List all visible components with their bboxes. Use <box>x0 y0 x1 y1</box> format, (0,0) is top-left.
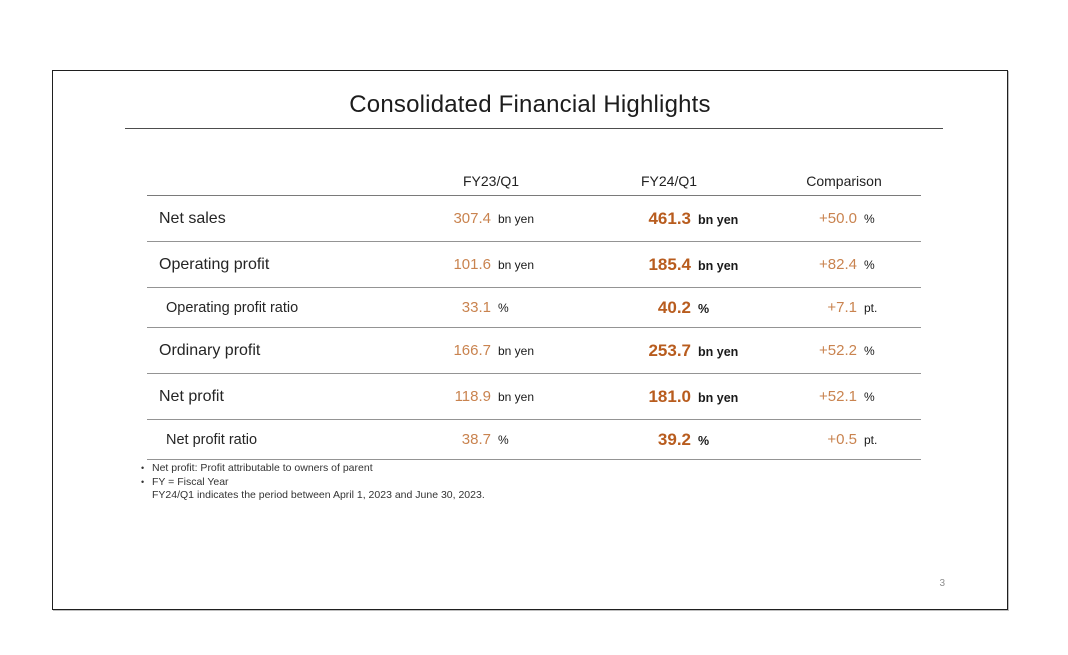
bullet-icon: • <box>141 476 145 487</box>
footnote-text: FY = Fiscal Year <box>152 475 229 488</box>
slide-title: Consolidated Financial Highlights <box>349 91 711 118</box>
fy23-value: 101.6 <box>453 256 491 273</box>
footnote-text: Net profit: Profit attributable to owner… <box>152 462 373 474</box>
title-underline <box>125 128 943 129</box>
comparison-value: +0.5 <box>827 431 857 448</box>
fy24-unit: % <box>698 433 710 448</box>
fy23-cell: 33.1 % <box>411 299 571 316</box>
fy24-unit: bn yen <box>698 344 739 359</box>
fy24-unit: bn yen <box>698 212 739 227</box>
table-row-net-profit-ratio: Net profit ratio 38.7 % 39.2 % +0.5 pt. <box>147 420 921 460</box>
fy24-cell: 185.4 bn yen <box>571 255 767 275</box>
table-row-operating-profit-ratio: Operating profit ratio 33.1 % 40.2 % +7.… <box>147 288 921 328</box>
fy24-unit: % <box>698 301 710 316</box>
fy24-value: 185.4 <box>648 254 691 274</box>
row-label: Ordinary profit <box>159 341 261 359</box>
fy24-unit: bn yen <box>698 258 739 273</box>
fy23-value: 38.7 <box>461 431 491 448</box>
fy24-value: 181.0 <box>648 386 691 406</box>
comparison-unit: % <box>864 344 875 358</box>
header-fy24q1: FY24/Q1 <box>640 173 698 189</box>
row-label: Operating profit ratio <box>166 299 299 316</box>
fy23-value: 307.4 <box>453 210 491 227</box>
fy24-cell: 40.2 % <box>571 298 767 318</box>
fy23-cell: 307.4 bn yen <box>411 210 571 227</box>
fy23-unit: bn yen <box>498 390 535 404</box>
comparison-value: +52.1 <box>819 388 857 405</box>
fy23-unit: % <box>498 301 509 315</box>
fy23-unit: % <box>498 433 509 447</box>
table-row-operating-profit: Operating profit 101.6 bn yen 185.4 bn y… <box>147 242 921 288</box>
comparison-cell: +7.1 pt. <box>767 299 921 316</box>
fy23-unit: bn yen <box>498 344 535 358</box>
header-comparison: Comparison <box>806 173 882 189</box>
comparison-value: +7.1 <box>827 299 857 316</box>
row-label: Net profit ratio <box>166 431 258 448</box>
comparison-cell: +50.0 % <box>767 210 921 227</box>
fy23-unit: bn yen <box>498 258 535 272</box>
comparison-value: +82.4 <box>819 256 857 273</box>
header-fy23q1: FY23/Q1 <box>462 173 520 189</box>
fy23-value: 118.9 <box>454 388 491 405</box>
comparison-value: +50.0 <box>819 210 857 227</box>
comparison-value: +52.2 <box>819 342 857 359</box>
comparison-unit: % <box>864 258 875 272</box>
table-row-net-profit: Net profit 118.9 bn yen 181.0 bn yen +52… <box>147 374 921 420</box>
table-row-ordinary-profit: Ordinary profit 166.7 bn yen 253.7 bn ye… <box>147 328 921 374</box>
footnote-line: • FY = Fiscal Year <box>141 476 485 490</box>
fy24-cell: 461.3 bn yen <box>571 209 767 229</box>
fy24-value: 39.2 <box>657 429 691 449</box>
fy23-cell: 118.9 bn yen <box>411 388 571 405</box>
header-blank <box>147 189 411 195</box>
fy24-cell: 39.2 % <box>571 430 767 450</box>
fy24-cell: 253.7 bn yen <box>571 341 767 361</box>
fy24-value: 40.2 <box>657 297 691 317</box>
footnote-line-continuation: FY24/Q1 indicates the period between Apr… <box>141 489 485 503</box>
comparison-unit: pt. <box>864 433 878 447</box>
row-label: Net profit <box>159 387 224 405</box>
fy23-cell: 101.6 bn yen <box>411 256 571 273</box>
comparison-cell: +52.1 % <box>767 388 921 405</box>
fy23-unit: bn yen <box>498 212 535 226</box>
fy23-cell: 38.7 % <box>411 431 571 448</box>
footnotes: • Net profit: Profit attributable to own… <box>141 462 485 503</box>
comparison-unit: % <box>864 390 875 404</box>
comparison-unit: pt. <box>864 301 878 315</box>
fy24-unit: bn yen <box>698 390 739 405</box>
financial-highlights-table: FY23/Q1 FY24/Q1 Comparison Net sales 307… <box>147 165 921 460</box>
footnote-line: • Net profit: Profit attributable to own… <box>141 462 485 476</box>
footnote-text: FY24/Q1 indicates the period between Apr… <box>152 489 485 501</box>
page-number: 3 <box>939 578 945 589</box>
row-label: Net sales <box>159 209 226 227</box>
fy24-cell: 181.0 bn yen <box>571 387 767 407</box>
comparison-cell: +0.5 pt. <box>767 431 921 448</box>
fy24-value: 253.7 <box>648 340 691 360</box>
slide-canvas: Consolidated Financial Highlights FY23/Q… <box>52 70 1008 610</box>
bullet-icon: • <box>141 463 145 473</box>
fy23-value: 33.1 <box>461 299 491 316</box>
comparison-unit: % <box>864 212 875 226</box>
fy23-cell: 166.7 bn yen <box>411 342 571 359</box>
table-header-row: FY23/Q1 FY24/Q1 Comparison <box>147 165 921 196</box>
comparison-cell: +82.4 % <box>767 256 921 273</box>
table-row-net-sales: Net sales 307.4 bn yen 461.3 bn yen +50.… <box>147 196 921 242</box>
comparison-cell: +52.2 % <box>767 342 921 359</box>
row-label: Operating profit <box>159 255 270 273</box>
fy24-value: 461.3 <box>648 208 691 228</box>
fy23-value: 166.7 <box>453 342 491 359</box>
